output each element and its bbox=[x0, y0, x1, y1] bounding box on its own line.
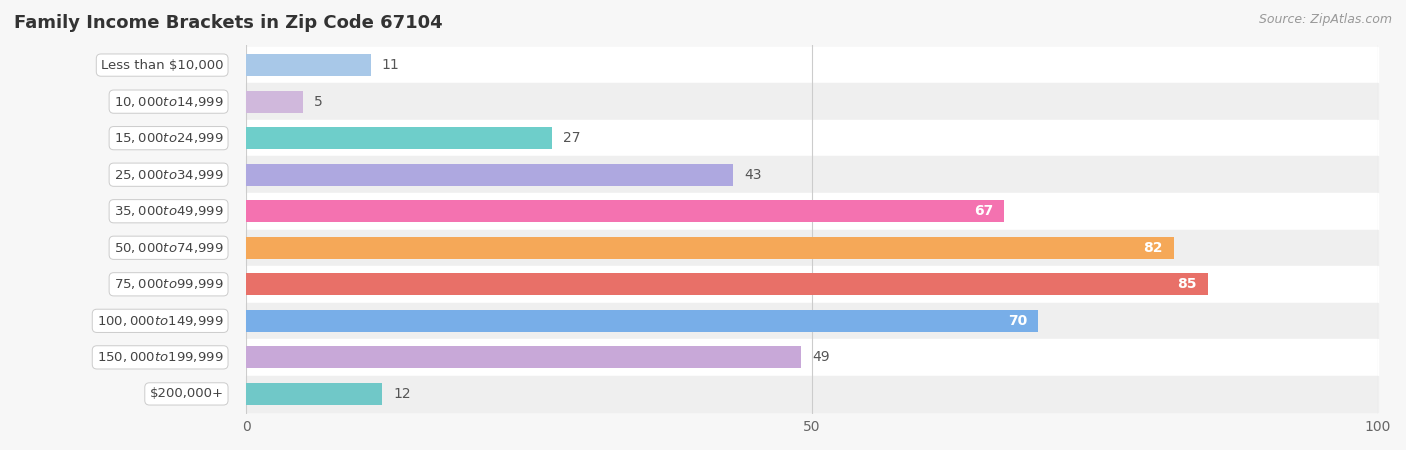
Bar bbox=[246, 47, 1378, 83]
Bar bbox=[246, 266, 1378, 302]
Text: 85: 85 bbox=[1177, 277, 1197, 291]
Bar bbox=[246, 54, 371, 76]
Bar bbox=[246, 273, 1208, 295]
Bar bbox=[246, 310, 1038, 332]
Bar bbox=[246, 193, 1378, 230]
Bar bbox=[246, 383, 382, 405]
Bar bbox=[246, 200, 1004, 222]
Text: $100,000 to $149,999: $100,000 to $149,999 bbox=[97, 314, 224, 328]
Bar bbox=[246, 339, 1378, 376]
Bar bbox=[246, 302, 1378, 339]
Text: 82: 82 bbox=[1143, 241, 1163, 255]
Text: 70: 70 bbox=[1008, 314, 1026, 328]
Text: 5: 5 bbox=[314, 94, 323, 108]
Text: $15,000 to $24,999: $15,000 to $24,999 bbox=[114, 131, 224, 145]
Text: Source: ZipAtlas.com: Source: ZipAtlas.com bbox=[1258, 14, 1392, 27]
Text: $25,000 to $34,999: $25,000 to $34,999 bbox=[114, 168, 224, 182]
Bar bbox=[246, 376, 1378, 412]
Bar bbox=[246, 346, 800, 369]
Text: 11: 11 bbox=[382, 58, 399, 72]
Text: $200,000+: $200,000+ bbox=[149, 387, 224, 400]
Text: Less than $10,000: Less than $10,000 bbox=[101, 58, 224, 72]
Text: 67: 67 bbox=[974, 204, 993, 218]
Bar bbox=[246, 157, 1378, 193]
Text: 43: 43 bbox=[744, 168, 762, 182]
Bar bbox=[246, 127, 551, 149]
Bar bbox=[246, 120, 1378, 157]
Text: 49: 49 bbox=[813, 351, 830, 364]
Text: Family Income Brackets in Zip Code 67104: Family Income Brackets in Zip Code 67104 bbox=[14, 14, 443, 32]
Bar bbox=[246, 237, 1174, 259]
Bar bbox=[246, 90, 302, 112]
Text: $75,000 to $99,999: $75,000 to $99,999 bbox=[114, 277, 224, 291]
Bar bbox=[246, 230, 1378, 266]
Text: $10,000 to $14,999: $10,000 to $14,999 bbox=[114, 94, 224, 108]
Text: 12: 12 bbox=[394, 387, 411, 401]
Text: $35,000 to $49,999: $35,000 to $49,999 bbox=[114, 204, 224, 218]
Bar bbox=[246, 83, 1378, 120]
Text: $150,000 to $199,999: $150,000 to $199,999 bbox=[97, 351, 224, 364]
Text: $50,000 to $74,999: $50,000 to $74,999 bbox=[114, 241, 224, 255]
Text: 27: 27 bbox=[562, 131, 581, 145]
Bar bbox=[246, 164, 733, 186]
